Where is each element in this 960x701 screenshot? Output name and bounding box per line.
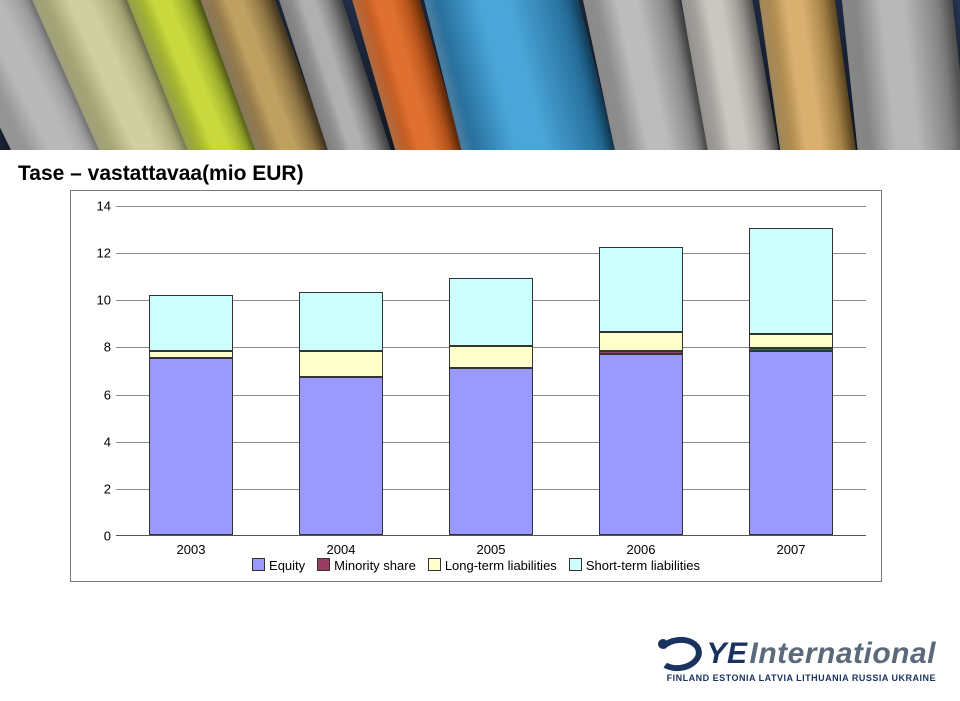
legend-item-minority: Minority share bbox=[317, 558, 416, 573]
y-tick-label: 10 bbox=[86, 293, 111, 308]
bar bbox=[599, 247, 683, 535]
gridline bbox=[116, 206, 866, 207]
legend-swatch bbox=[317, 558, 330, 571]
x-tick-label: 2003 bbox=[177, 542, 206, 557]
legend: Equity Minority share Long-term liabilitie… bbox=[71, 558, 881, 573]
legend-label: Long-term liabilities bbox=[445, 558, 557, 573]
legend-label: Equity bbox=[269, 558, 305, 573]
logo-brand-intl: International bbox=[749, 637, 936, 671]
bar bbox=[299, 292, 383, 535]
bar-segment-short_term bbox=[599, 247, 683, 332]
bar bbox=[449, 278, 533, 535]
page-title: Tase – vastattavaa(mio EUR) bbox=[18, 162, 304, 186]
x-tick-label: 2005 bbox=[477, 542, 506, 557]
bar-segment-minority bbox=[599, 351, 683, 353]
bar-segment-long_term bbox=[749, 334, 833, 348]
logo-row: YE International bbox=[656, 637, 936, 671]
bar-segment-short_term bbox=[449, 278, 533, 346]
legend-swatch bbox=[252, 558, 265, 571]
bar-segment-short_term bbox=[299, 292, 383, 351]
legend-item-equity: Equity bbox=[252, 558, 305, 573]
cable bbox=[835, 0, 960, 150]
bar-segment-long_term bbox=[299, 351, 383, 377]
legend-label: Minority share bbox=[334, 558, 416, 573]
bar-segment-long_term bbox=[149, 351, 233, 358]
y-tick-label: 8 bbox=[86, 340, 111, 355]
chart-frame: 0246810121420032004200520062007 EquityMi… bbox=[70, 190, 882, 582]
y-tick-label: 0 bbox=[86, 529, 111, 544]
y-tick-label: 14 bbox=[86, 199, 111, 214]
legend-item-short_term: Short-term liabilities bbox=[569, 558, 700, 573]
bar-segment-equity bbox=[449, 368, 533, 535]
legend-item-long_term: Long-term liabilities bbox=[428, 558, 557, 573]
x-tick-label: 2004 bbox=[327, 542, 356, 557]
x-tick-label: 2006 bbox=[627, 542, 656, 557]
logo-brand-ye: YE bbox=[706, 637, 747, 671]
plot-area: 0246810121420032004200520062007 bbox=[116, 206, 866, 536]
eye-icon bbox=[656, 637, 702, 671]
bar-segment-equity bbox=[149, 358, 233, 535]
bar bbox=[149, 295, 233, 535]
y-tick-label: 4 bbox=[86, 434, 111, 449]
y-tick-label: 6 bbox=[86, 387, 111, 402]
legend-swatch bbox=[428, 558, 441, 571]
y-tick-label: 12 bbox=[86, 246, 111, 261]
bar-segment-equity bbox=[299, 377, 383, 535]
legend-label: Short-term liabilities bbox=[586, 558, 700, 573]
bar-segment-short_term bbox=[149, 295, 233, 352]
x-tick-label: 2007 bbox=[777, 542, 806, 557]
bar bbox=[749, 228, 833, 535]
logo-countries: FINLAND ESTONIA LATVIA LITHUANIA RUSSIA … bbox=[656, 673, 936, 683]
logo-text: YE International bbox=[706, 637, 936, 671]
bar-segment-long_term bbox=[449, 346, 533, 367]
footer-logo: YE International FINLAND ESTONIA LATVIA … bbox=[656, 637, 936, 683]
legend-swatch bbox=[569, 558, 582, 571]
y-tick-label: 2 bbox=[86, 481, 111, 496]
bar-segment-equity bbox=[749, 351, 833, 535]
bar-segment-equity bbox=[599, 354, 683, 536]
header-banner bbox=[0, 0, 960, 150]
bar-segment-long_term bbox=[599, 332, 683, 351]
bar-segment-short_term bbox=[749, 228, 833, 334]
bar-segment-minority bbox=[749, 348, 833, 351]
